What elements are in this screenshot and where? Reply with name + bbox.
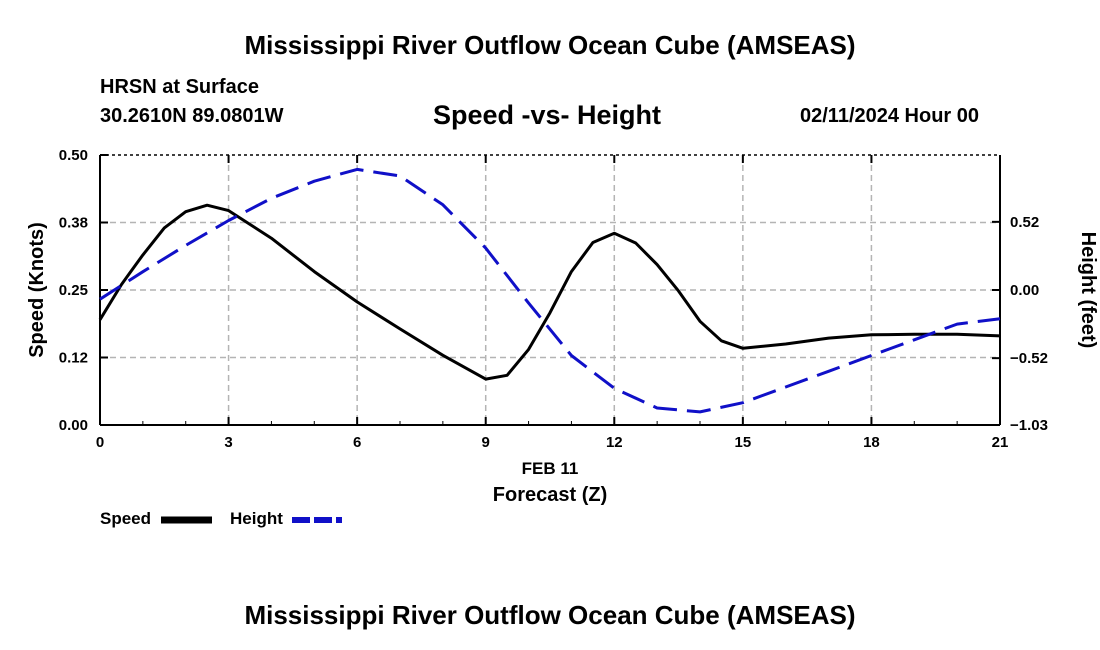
y-tick-label: 0.00 [59,417,88,434]
series-line-height [99,167,1001,414]
y-axis-label: Speed (Knots) [26,222,48,358]
legend-speed-label: Speed [100,509,152,528]
footer-title: Mississippi River Outflow Ocean Cube (AM… [244,600,856,630]
x-tick-label: 3 [224,434,232,451]
y-tick-label: 0.38 [59,215,88,232]
x-tick-label: 18 [863,434,880,451]
y-tick-label: 0.12 [59,350,88,367]
x-axis-date-label: FEB 11 [522,459,579,478]
y2-axis-label: Height (feet) [1077,232,1099,349]
series-line-speed [98,203,1001,381]
x-tick-label: 0 [96,434,104,451]
chart-title: Mississippi River Outflow Ocean Cube (AM… [244,30,856,60]
station-coordinates: 30.2610N 89.0801W [100,105,284,127]
x-tick-label: 9 [482,434,490,451]
y2-tick-label: −1.03 [1010,417,1048,434]
y-tick-label: 0.50 [59,147,88,164]
y2-tick-label: −0.52 [1010,350,1048,367]
legend-height-label: Height [230,509,283,528]
x-tick-label: 15 [735,434,752,451]
chart-subtitle: Speed -vs- Height [433,100,662,130]
x-axis-label: Forecast (Z) [493,484,607,506]
y2-tick-label: 0.52 [1010,214,1039,231]
x-tick-label: 12 [606,434,623,451]
y-tick-label: 0.25 [59,282,88,299]
x-tick-label: 6 [353,434,361,451]
y2-tick-label: 0.00 [1010,282,1039,299]
x-tick-label: 21 [992,434,1009,451]
forecast-datetime: 02/11/2024 Hour 00 [800,105,980,127]
station-label: HRSN at Surface [100,76,259,98]
